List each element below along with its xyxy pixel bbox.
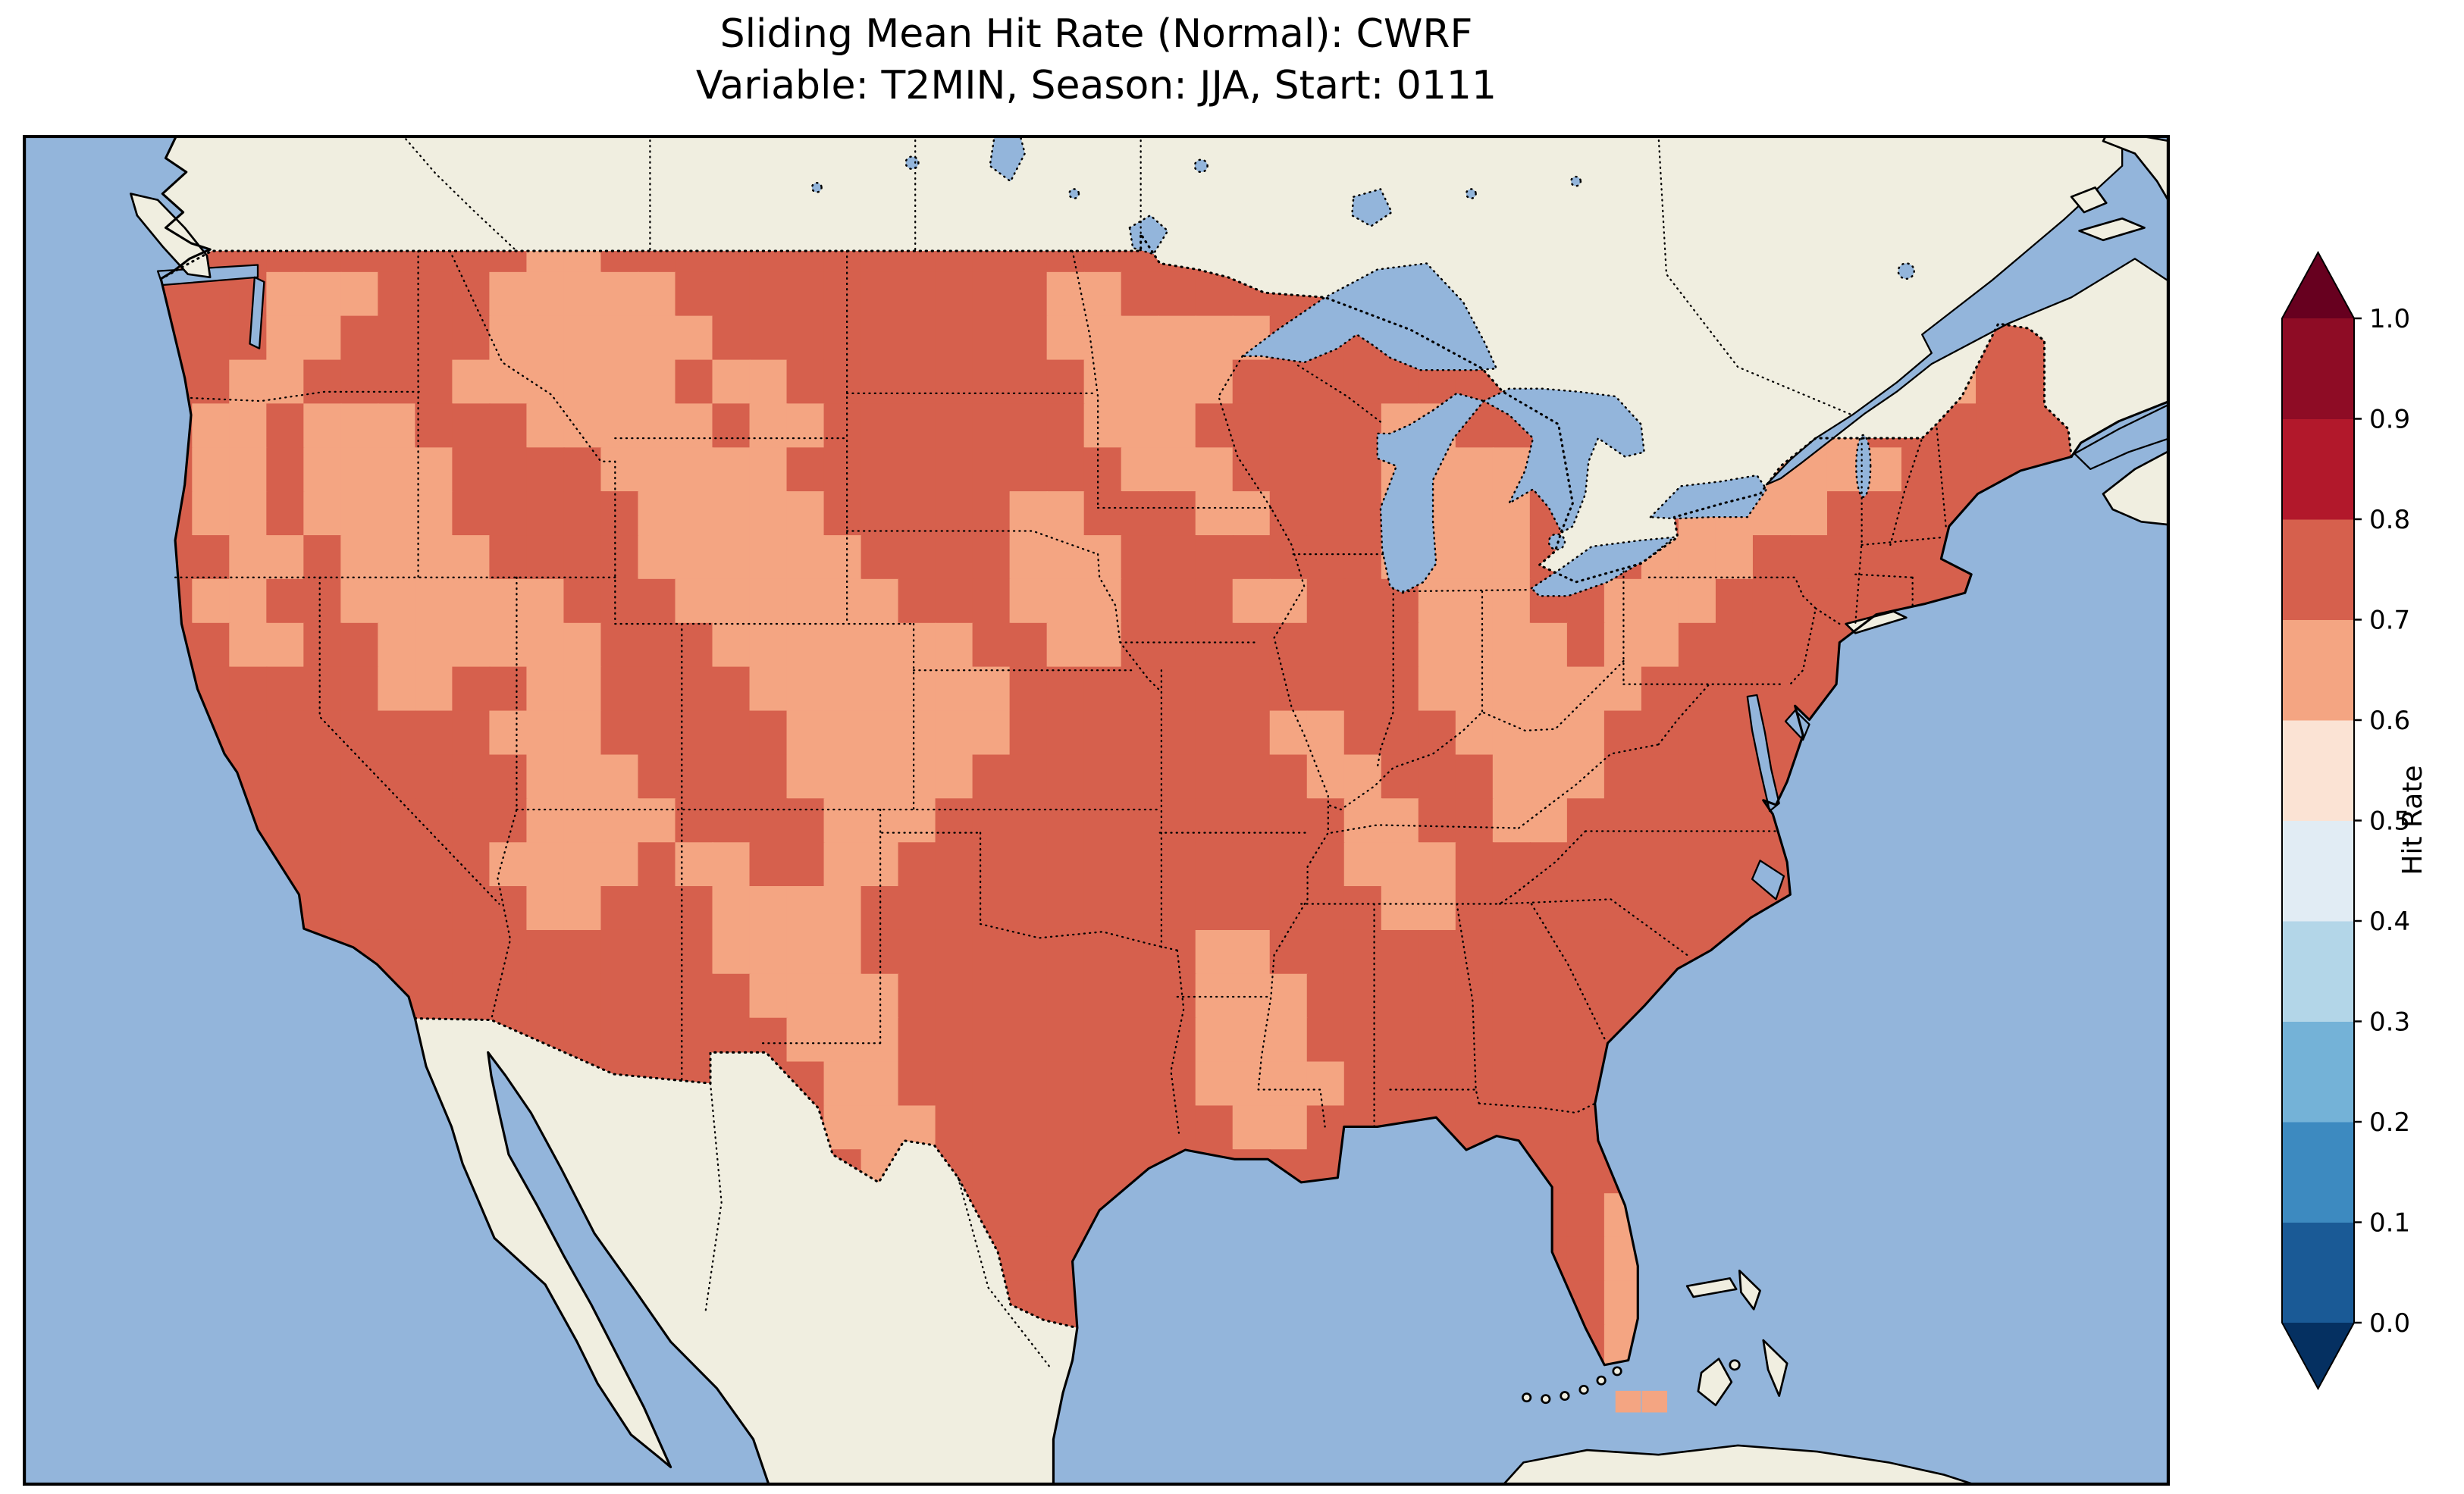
svg-text:0.9: 0.9 [2369,405,2410,435]
lake-champlain [1855,434,1872,498]
coastlines [159,135,2170,1486]
st-lawrence-gulf [1765,135,2170,486]
colorbar-tick-labels: 0.0 0.1 0.2 0.3 0.4 0.5 0.6 0.7 0.8 0.9 1.0 [2354,304,2410,1339]
us-hit-rate-map [23,135,2170,1486]
svg-text:0.1: 0.1 [2369,1208,2410,1239]
canadian-lakes [810,135,1916,280]
svg-text:0.8: 0.8 [2369,505,2410,535]
lac-st-jean [1897,262,1916,280]
chesapeake-bay [1746,694,1780,813]
small-lake [904,155,920,171]
small-lake [1193,158,1208,174]
lake-superior [1241,262,1498,371]
lake-michigan [1376,392,1485,594]
svg-text:0.6: 0.6 [2369,706,2410,736]
atlantic-gulf-coastline [1052,399,2170,1486]
state-borders-central [761,249,1329,1134]
svg-text:0.4: 0.4 [2369,907,2410,937]
islands [130,135,2170,1486]
colorbar: 0.0 0.1 0.2 0.3 0.4 0.5 0.6 0.7 0.8 0.9 1.0 Hit Ra… [2281,250,2428,1391]
svg-text:0.7: 0.7 [2369,606,2410,636]
pacific-coastline [159,135,770,1486]
state-borders-east [1292,365,1947,1128]
newfoundland [2102,135,2170,205]
florida-key [1596,1375,1607,1386]
grand-bahama [1685,1277,1738,1298]
colorbar-label: Hit Rate [2397,765,2428,875]
eleuthera [1762,1339,1788,1397]
svg-text:0.5: 0.5 [2369,807,2410,837]
andros [1697,1358,1733,1407]
anticosti-island [2078,217,2146,242]
lake-winnipeg [989,135,1026,183]
state-borders-west [174,249,1159,1085]
svg-text:1.0: 1.0 [2369,304,2410,334]
lake-nipigon [1350,188,1393,227]
lake-st-clair [1547,533,1566,551]
florida-key [1578,1385,1589,1395]
title-line2: Variable: T2MIN, Season: JJA, Start: 011… [695,62,1497,108]
pamlico-sound [1751,860,1785,900]
lake-ontario [1649,474,1768,520]
lake-huron [1482,387,1645,534]
florida-key [1612,1366,1622,1377]
svg-text:0.3: 0.3 [2369,1007,2410,1038]
puget-sound [249,276,265,349]
bahama-islet [1729,1359,1741,1371]
abaco [1738,1269,1761,1311]
state-borders [174,249,1947,1134]
svg-text:0.2: 0.2 [2369,1107,2410,1138]
small-lake [1465,188,1477,199]
nova-scotia [2102,449,2170,526]
gulf-island [2070,186,2108,214]
vancouver-island [130,193,212,279]
florida-key [1522,1392,1532,1403]
lake-of-the-woods [1128,214,1169,255]
bay-of-fundy [2074,403,2170,471]
map-frame [23,135,2170,1486]
cuba [1500,1444,1981,1486]
colorbar-segments [2282,252,2354,1389]
mexico-state-borders [704,1082,1053,1371]
florida-keys-grid-cells [1615,1390,1668,1413]
us-mexico-border [413,1017,1079,1330]
national-borders [159,135,2073,1371]
long-island [1845,610,1908,634]
small-lake [1068,188,1080,199]
florida-key [1560,1391,1570,1402]
small-lake [1570,175,1582,187]
small-lake [810,182,823,193]
great-lakes [1241,262,1872,597]
lake-erie [1530,536,1676,597]
title-line1: Sliding Mean Hit Rate (Normal): CWRF [719,11,1473,57]
florida-key [1541,1394,1551,1405]
svg-text:0.0: 0.0 [2369,1308,2410,1339]
figure-title: Sliding Mean Hit Rate (Normal): CWRF Var… [23,9,2170,111]
